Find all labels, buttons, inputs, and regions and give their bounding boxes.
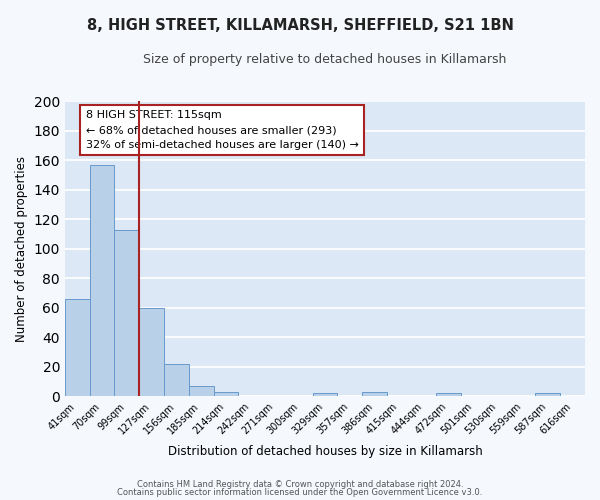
Y-axis label: Number of detached properties: Number of detached properties xyxy=(15,156,28,342)
Text: 8, HIGH STREET, KILLAMARSH, SHEFFIELD, S21 1BN: 8, HIGH STREET, KILLAMARSH, SHEFFIELD, S… xyxy=(86,18,514,32)
Bar xyxy=(535,394,560,396)
Bar xyxy=(89,165,115,396)
Text: Contains HM Land Registry data © Crown copyright and database right 2024.: Contains HM Land Registry data © Crown c… xyxy=(137,480,463,489)
Bar xyxy=(164,364,189,396)
Bar xyxy=(436,394,461,396)
Bar xyxy=(313,394,337,396)
Bar xyxy=(139,308,164,396)
Bar xyxy=(189,386,214,396)
Bar xyxy=(115,230,139,396)
Text: Contains public sector information licensed under the Open Government Licence v3: Contains public sector information licen… xyxy=(118,488,482,497)
X-axis label: Distribution of detached houses by size in Killamarsh: Distribution of detached houses by size … xyxy=(167,444,482,458)
Bar xyxy=(214,392,238,396)
Bar xyxy=(362,392,387,396)
Bar xyxy=(65,299,89,396)
Title: Size of property relative to detached houses in Killamarsh: Size of property relative to detached ho… xyxy=(143,52,506,66)
Text: 8 HIGH STREET: 115sqm
← 68% of detached houses are smaller (293)
32% of semi-det: 8 HIGH STREET: 115sqm ← 68% of detached … xyxy=(86,110,359,150)
